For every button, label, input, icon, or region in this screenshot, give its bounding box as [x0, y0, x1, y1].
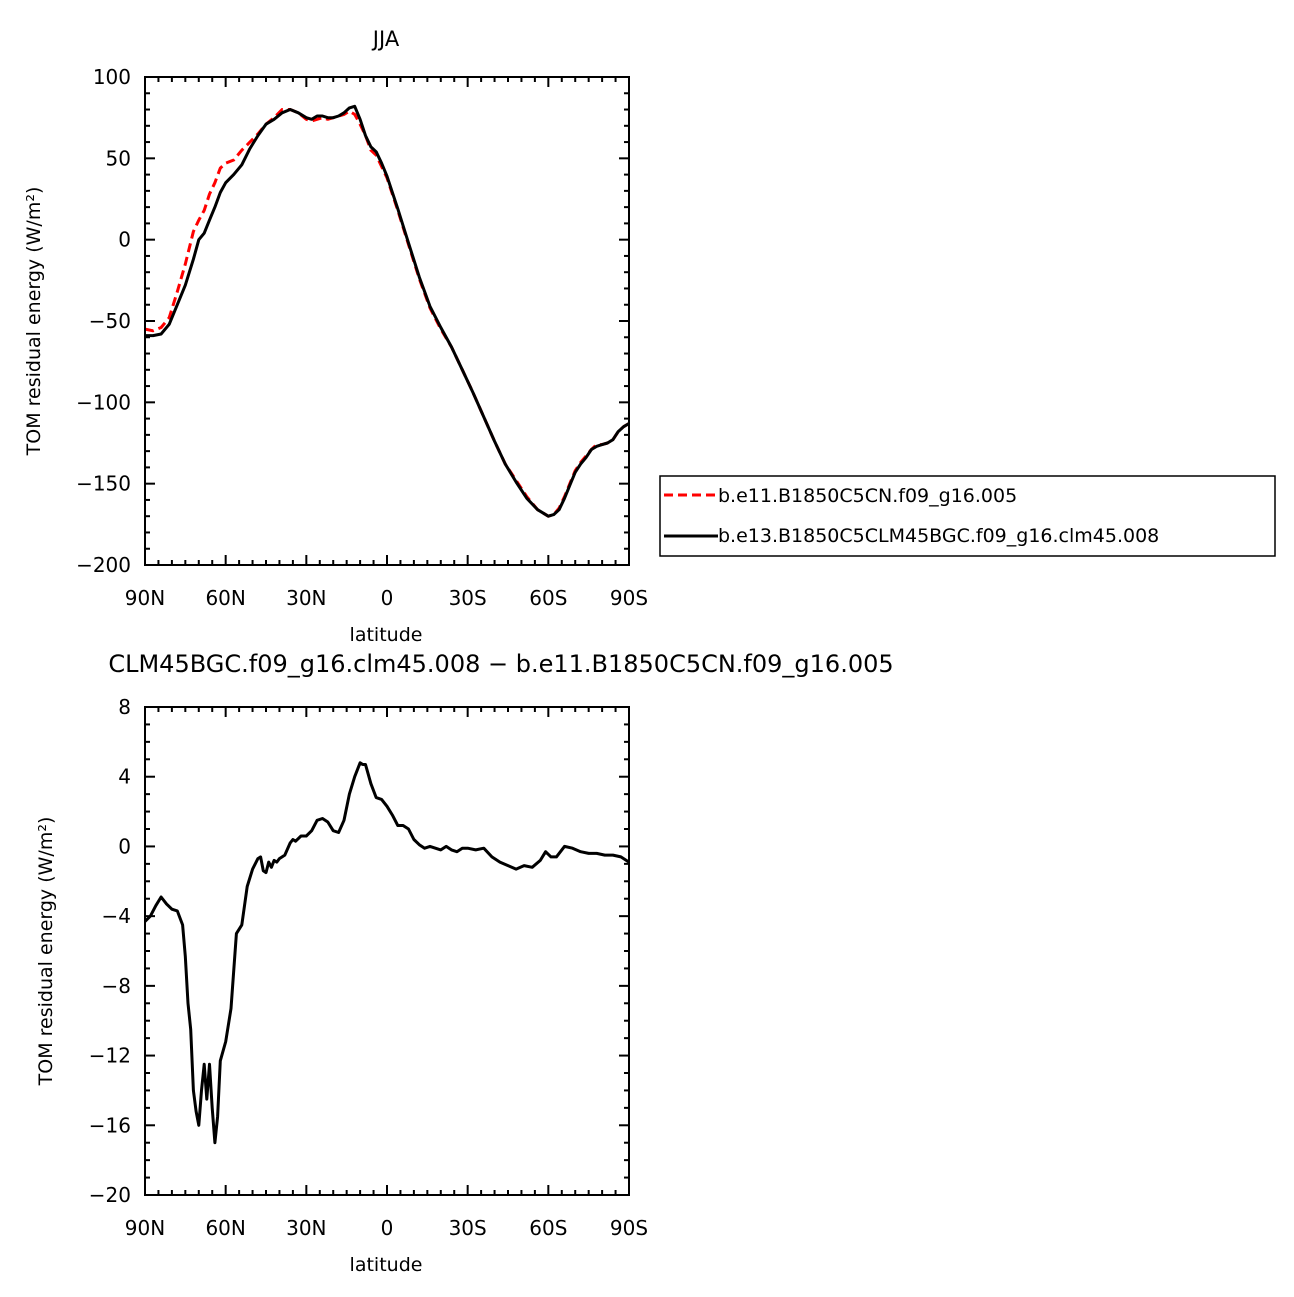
- top-x-tick-label: 30N: [286, 586, 326, 610]
- top-panel-ylabel: TOM residual energy (W/m²): [23, 187, 45, 457]
- top-panel-frame: [144, 76, 630, 566]
- top-y-tick-label: 100: [93, 65, 131, 89]
- top-x-tick-label: 60S: [529, 586, 567, 610]
- legend-label-series-2: b.e13.B1850C5CLM45BGC.f09_g16.clm45.008: [718, 525, 1159, 547]
- top-panel-xlabel: latitude: [350, 624, 423, 646]
- bottom-y-tick-label: 4: [118, 765, 131, 789]
- top-series-line-2: [145, 104, 630, 518]
- bottom-x-tick-label: 0: [381, 1216, 394, 1240]
- bottom-x-tick-label: 30N: [286, 1216, 326, 1240]
- top-y-tick-label: 50: [106, 146, 131, 170]
- bottom-panel-xlabel: latitude: [350, 1254, 423, 1276]
- bottom-y-tick-label: −12: [89, 1044, 131, 1068]
- bottom-x-tick-label: 30S: [449, 1216, 487, 1240]
- top-x-tick-label: 60N: [205, 586, 245, 610]
- bottom-y-tick-label: −20: [89, 1183, 131, 1207]
- bottom-y-tick-label: −16: [89, 1113, 131, 1137]
- top-x-tick-label: 30S: [449, 586, 487, 610]
- bottom-panel-title: CLM45BGC.f09_g16.clm45.008 − b.e11.B1850…: [108, 650, 893, 678]
- legend: b.e11.B1850C5CN.f09_g16.005 b.e13.B1850C…: [659, 475, 1276, 557]
- legend-frame: [659, 475, 1276, 557]
- top-x-tick-label: 0: [381, 586, 394, 610]
- top-y-tick-label: −50: [89, 309, 131, 333]
- bottom-x-tick-label: 90N: [125, 1216, 165, 1240]
- bottom-series-line-1: [143, 761, 630, 1145]
- bottom-x-tick-label: 60N: [205, 1216, 245, 1240]
- bottom-x-tick-label: 90S: [610, 1216, 648, 1240]
- bottom-panel-ylabel: TOM residual energy (W/m²): [35, 817, 57, 1087]
- top-x-tick-label: 90S: [610, 586, 648, 610]
- bottom-y-tick-label: 0: [118, 834, 131, 858]
- bottom-y-tick-label: 8: [118, 695, 131, 719]
- top-y-tick-label: −100: [76, 390, 131, 414]
- top-y-tick-label: 0: [118, 228, 131, 252]
- top-x-tick-label: 90N: [125, 586, 165, 610]
- top-series-line-1: [144, 108, 630, 518]
- bottom-y-tick-label: −4: [102, 904, 131, 928]
- top-y-tick-label: −150: [76, 472, 131, 496]
- top-y-tick-label: −200: [76, 553, 131, 577]
- bottom-y-tick-label: −8: [102, 974, 131, 998]
- legend-label-series-1: b.e11.B1850C5CN.f09_g16.005: [718, 485, 1017, 507]
- bottom-panel: CLM45BGC.f09_g16.clm45.008 − b.e11.B1850…: [35, 650, 894, 1276]
- bottom-x-tick-label: 60S: [529, 1216, 567, 1240]
- top-panel: JJA TOM residual energy (W/m²) latitude …: [23, 27, 648, 646]
- top-panel-title: JJA: [371, 27, 400, 51]
